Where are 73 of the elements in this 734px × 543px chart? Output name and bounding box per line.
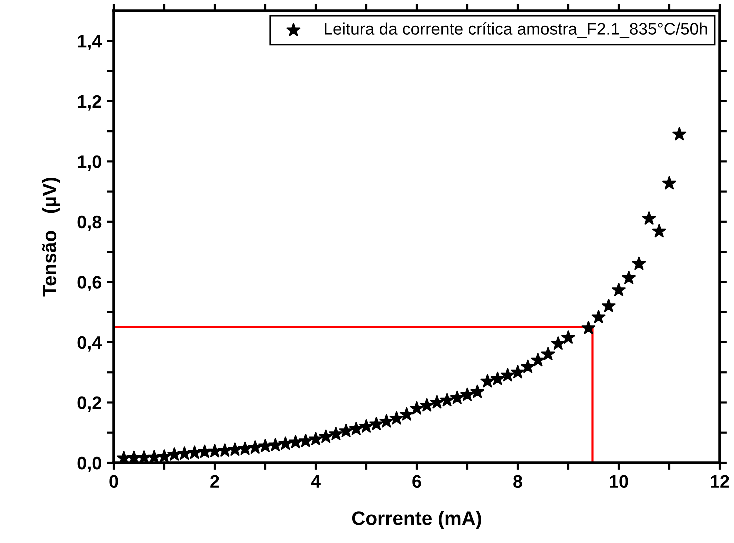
point — [168, 448, 182, 461]
point — [460, 388, 474, 402]
y-tick-label: 0,6 — [78, 276, 102, 292]
point — [188, 446, 202, 460]
legend-label: Leitura da corrente crítica amostra_F2.1_835°C/50h — [325, 22, 708, 38]
point — [511, 365, 525, 379]
point — [480, 374, 495, 388]
point — [147, 450, 162, 463]
x-tick-label: 0 — [110, 475, 118, 488]
point — [137, 450, 152, 463]
point — [117, 451, 132, 463]
y-tick-label: 1,2 — [78, 95, 102, 111]
point — [430, 395, 444, 409]
point — [360, 420, 374, 433]
point — [420, 398, 434, 412]
point — [470, 384, 485, 398]
point — [410, 401, 424, 415]
point — [662, 176, 676, 190]
point — [551, 336, 566, 350]
point — [531, 353, 546, 367]
point — [642, 212, 656, 225]
point — [490, 372, 505, 386]
point — [612, 283, 626, 296]
point — [562, 330, 576, 344]
point — [339, 424, 354, 438]
point — [541, 347, 556, 361]
point — [672, 127, 687, 141]
point — [158, 450, 172, 463]
y-tick-label: 0,4 — [78, 336, 102, 352]
point — [228, 442, 242, 456]
point — [208, 444, 222, 458]
point — [440, 393, 454, 407]
point — [278, 436, 293, 450]
x-tick-label: 2 — [210, 475, 220, 488]
point — [602, 299, 616, 312]
point — [450, 390, 464, 404]
point — [218, 444, 232, 457]
point — [319, 430, 334, 444]
y-tick-label: 0,8 — [78, 216, 102, 232]
point — [198, 444, 212, 458]
point — [390, 411, 404, 425]
y-tick-label: 1,0 — [78, 156, 102, 172]
y-tick-label: 1,4 — [78, 35, 102, 50]
point — [248, 440, 262, 454]
point — [582, 321, 596, 334]
x-tick-label: 8 — [514, 475, 522, 488]
x-tick-label: 6 — [412, 475, 422, 488]
point — [268, 438, 283, 452]
point — [632, 256, 646, 270]
y-axis-title: Tensão (µV) — [42, 178, 60, 297]
x-tick-label: 12 — [711, 475, 730, 488]
point — [309, 432, 323, 446]
point — [652, 224, 666, 238]
point — [258, 439, 272, 452]
point — [622, 271, 636, 284]
point — [370, 417, 384, 430]
x-tick-label: 10 — [610, 475, 628, 488]
point — [521, 360, 536, 374]
point — [400, 408, 414, 421]
point — [238, 442, 252, 456]
x-axis-title: Corrente (mA) — [352, 511, 482, 530]
point — [500, 368, 515, 382]
point — [288, 435, 303, 449]
point — [329, 427, 344, 440]
point — [592, 310, 606, 324]
point — [298, 434, 313, 448]
y-tick-label: 0,2 — [78, 396, 102, 412]
x-tick-label: 4 — [311, 475, 321, 488]
point — [178, 446, 192, 460]
y-tick-label: 0,0 — [78, 456, 102, 472]
point — [349, 422, 364, 436]
point — [127, 450, 142, 463]
point — [380, 414, 394, 428]
